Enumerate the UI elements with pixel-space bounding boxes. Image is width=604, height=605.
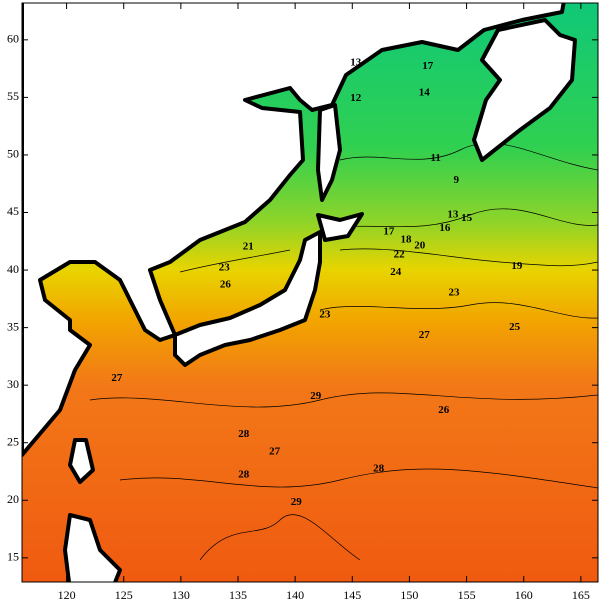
y-tick-label: 60 [7,32,19,46]
contour-label: 26 [438,404,450,416]
x-tick-label: 160 [515,588,533,602]
contour-label: 14 [419,86,431,98]
y-tick-label: 25 [7,434,19,448]
contour-label: 21 [243,241,254,253]
contour-label: 11 [431,152,441,164]
contour-label: 13 [350,56,362,68]
land-hokkaido [316,212,364,242]
land-sakhalin [316,103,342,202]
x-tick-label: 140 [286,588,304,602]
contour-label: 16 [439,222,451,234]
land-kamchatka [472,18,577,162]
y-tick-label: 15 [7,550,19,564]
contour-label: 24 [390,266,402,278]
contour-label: 15 [461,212,473,224]
contour-label: 13 [447,208,459,220]
contour-label: 26 [220,279,232,291]
x-tick-label: 135 [229,588,247,602]
y-tick-label: 30 [7,377,19,391]
y-tick-label: 55 [7,89,19,103]
x-tick-label: 145 [343,588,361,602]
x-tick-label: 120 [58,588,76,602]
contour-label: 29 [291,496,303,508]
contour-label: 29 [310,390,322,402]
contour-label: 28 [238,468,250,480]
contour-label: 12 [350,92,362,104]
contour-label: 28 [373,463,385,475]
contour-label: 28 [238,428,250,440]
contour-label: 18 [401,234,413,246]
y-tick-label: 45 [7,204,19,218]
x-tick-label: 165 [572,588,590,602]
isotherm [339,142,598,171]
contour-label: 25 [509,321,521,333]
isotherm [339,248,598,267]
x-tick-label: 125 [115,588,133,602]
y-tick-label: 50 [7,147,19,161]
contour-label: 23 [449,287,461,299]
land-japan [173,230,322,367]
contour-label: 22 [394,249,406,261]
contour-label: 27 [269,445,281,457]
land-taiwan [68,438,95,484]
y-tick-label: 40 [7,262,19,276]
x-tick-label: 155 [458,588,476,602]
y-tick-label: 20 [7,492,19,506]
isotherm [89,392,598,408]
contour-label: 17 [383,226,395,238]
land-philippines [63,513,122,582]
x-tick-label: 150 [400,588,418,602]
isotherm [199,514,361,561]
land-asia [22,3,566,457]
contour-label: 27 [111,372,123,384]
isotherm [319,302,598,319]
frame [21,2,599,583]
isotherm [329,208,598,229]
contour-label: 19 [511,260,523,272]
contour-label: 20 [414,239,426,251]
contour-label: 23 [219,261,231,273]
y-tick-label: 35 [7,319,19,333]
contour-label: 9 [454,174,460,186]
contour-label: 27 [419,329,431,341]
isotherm [179,249,291,273]
contour-label: 17 [422,60,434,72]
x-tick-label: 130 [172,588,190,602]
map-field [22,3,598,582]
contour-label: 23 [319,308,331,320]
isotherm [119,468,598,489]
